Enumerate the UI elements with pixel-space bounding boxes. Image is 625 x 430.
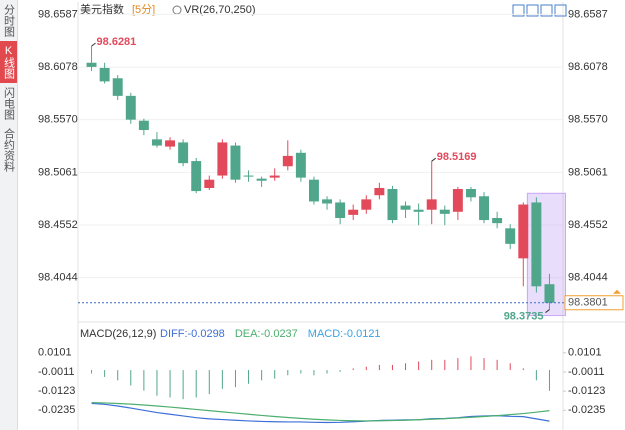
candle-body [465, 189, 476, 198]
sidebar: 分时图 K线图 闪电图 合约资料 [0, 0, 18, 430]
y-tick-label: 98.6078 [568, 61, 608, 73]
candle-body [256, 178, 267, 181]
candle-body [492, 217, 503, 224]
candle-body [99, 67, 110, 82]
y-tick-label: 98.6587 [568, 8, 608, 20]
annotation-leader [545, 309, 550, 313]
candle-body [387, 189, 398, 221]
legend-entry: DIFF:-0.0298 [160, 328, 225, 340]
candle-body [243, 175, 254, 177]
annotation: 98.5169 [437, 151, 477, 163]
candle-body [191, 161, 202, 192]
candle-body [204, 179, 215, 188]
tool-icon[interactable] [540, 4, 553, 17]
chart-title: 美元指数 [80, 2, 124, 16]
candle-body [335, 202, 346, 218]
price-tag [564, 295, 624, 311]
candle-body [374, 187, 385, 196]
y-tick-label: -0.0011 [38, 366, 75, 378]
annotation-leader [431, 157, 437, 162]
candle-body [544, 284, 555, 303]
candle-body [86, 62, 97, 67]
candle-body [165, 140, 176, 147]
annotation: 98.3735 [504, 310, 544, 322]
macd-title: MACD(26,12,9) [80, 328, 156, 340]
candle-body [439, 209, 450, 214]
price-marker [613, 289, 621, 294]
y-tick-label: 98.4552 [568, 219, 608, 231]
y-tick-label: -0.0235 [38, 404, 75, 416]
indicator-icon[interactable] [172, 5, 182, 15]
candle-body [518, 204, 529, 259]
candle-body [178, 142, 189, 164]
macd-line [91, 402, 550, 424]
tool-icon[interactable] [526, 4, 539, 17]
y-tick-label: 98.4044 [38, 272, 78, 284]
tab[interactable]: 分时图 [2, 4, 15, 37]
candle-body [413, 209, 424, 212]
tab[interactable]: K线图 [0, 41, 17, 83]
candle-body [230, 145, 241, 180]
candle-body [308, 179, 319, 202]
y-tick-label: 98.5570 [568, 114, 608, 126]
y-tick-label: -0.0123 [568, 385, 605, 397]
tool-icon[interactable] [554, 4, 567, 17]
tab[interactable]: 闪电图 [2, 87, 15, 120]
tool-icon[interactable] [512, 4, 525, 17]
candle-body [112, 78, 123, 96]
y-tick-label: 0.0101 [568, 347, 602, 359]
candle-body [361, 199, 372, 210]
y-tick-label: -0.0123 [38, 385, 75, 397]
legend-entry: DEA:-0.0237 [235, 328, 298, 340]
candle-body [479, 196, 490, 221]
y-tick-label: 0.0101 [38, 347, 72, 359]
candle-body [138, 120, 149, 131]
y-tick-label: 98.5061 [568, 166, 608, 178]
period[interactable]: [5分] [132, 3, 155, 16]
macd-line [91, 402, 550, 422]
candle-body [531, 202, 542, 287]
y-tick-label: -0.0011 [568, 366, 605, 378]
candle-body [452, 189, 463, 212]
annotation-leader [91, 42, 96, 47]
y-tick-label: -0.0235 [568, 404, 605, 416]
candle-body [348, 209, 359, 215]
tab[interactable]: 合约资料 [2, 128, 15, 172]
candle-body [269, 175, 280, 178]
candle-body [295, 152, 306, 178]
candle-body [400, 205, 411, 210]
indicator: VR(26,70,250) [184, 4, 256, 16]
toolbar [512, 4, 567, 17]
candle-body [426, 199, 437, 210]
y-tick-label: 98.4552 [38, 219, 78, 231]
candle-body [282, 155, 293, 167]
y-tick-label: 98.5570 [38, 114, 78, 126]
y-tick-label: 98.4044 [568, 272, 608, 284]
price-tag-label: 98.3801 [568, 297, 608, 309]
candle-body [125, 95, 136, 120]
y-tick-label: 98.6078 [38, 61, 78, 73]
annotation: 98.6281 [97, 36, 137, 48]
candle-body [322, 199, 333, 204]
candle-body [217, 142, 228, 176]
candle-body [151, 139, 162, 146]
y-tick-label: 98.5061 [38, 166, 78, 178]
y-tick-label: 98.6587 [38, 8, 78, 20]
candle-body [505, 228, 516, 244]
legend-entry: MACD:-0.0121 [308, 328, 381, 340]
